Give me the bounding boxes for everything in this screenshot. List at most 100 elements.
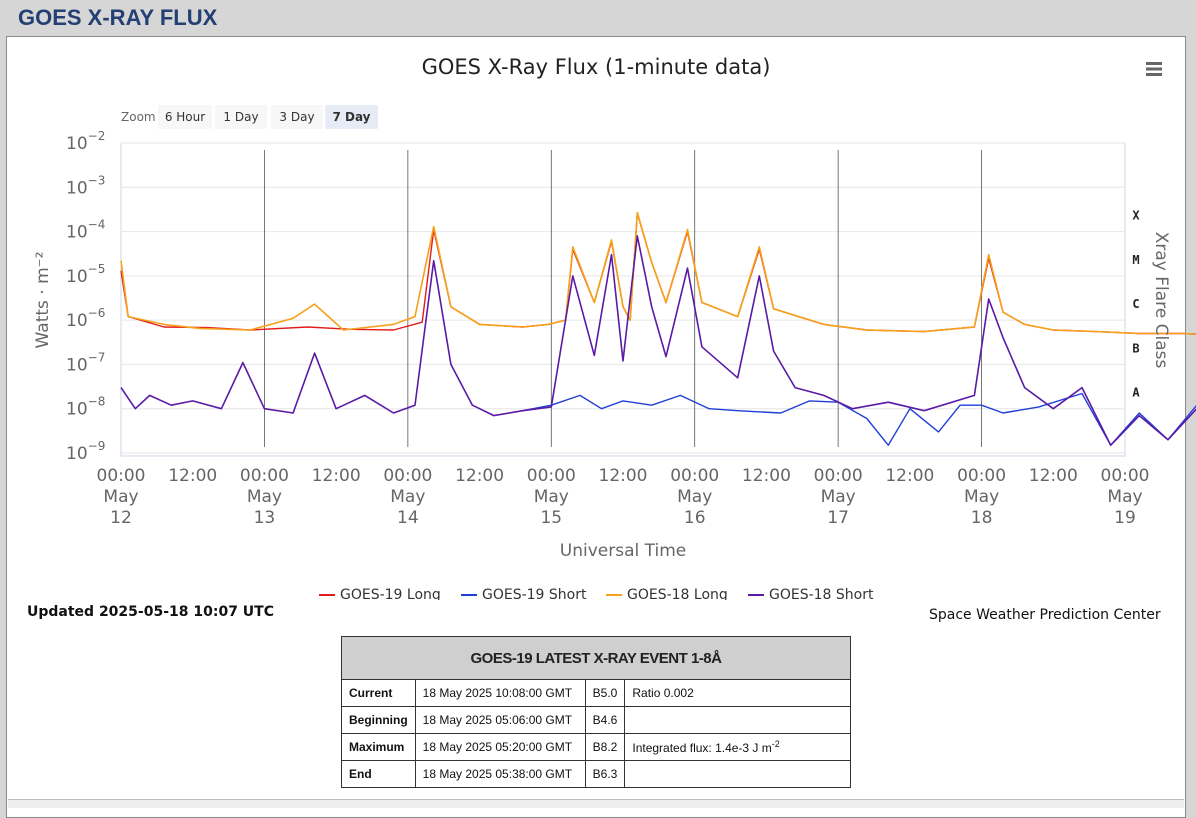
x-tick-day: 16: [684, 508, 706, 528]
x-tick-time: 00:00: [1101, 466, 1150, 486]
x-tick-time: 00:00: [670, 466, 719, 486]
zoom-button-7-day[interactable]: 7 Day: [325, 105, 378, 129]
y-tick-label: 10−5: [66, 262, 105, 287]
event-row-label: Beginning: [341, 706, 416, 734]
legend-label: GOES-18 Long: [627, 587, 728, 600]
menu-icon[interactable]: [1146, 62, 1162, 76]
legend-item-goes-19-long[interactable]: GOES-19 Long: [319, 587, 441, 600]
xray-flux-chart: GOES X-Ray Flux (1-minute data) Zoom 6 H…: [33, 55, 1196, 600]
x-tick-time: 00:00: [97, 466, 146, 486]
event-row-time: 18 May 2025 05:20:00 GMT: [414, 733, 586, 761]
series-group: [120, 211, 1196, 446]
flare-class-m: M: [1132, 253, 1139, 267]
x-tick-time: 12:00: [742, 466, 791, 486]
y-tick-label: 10−7: [66, 350, 105, 375]
legend-item-goes-19-short[interactable]: GOES-19 Short: [461, 587, 587, 600]
event-row-maximum: Maximum 18 May 2025 05:20:00 GMT B8.2 Integ…: [341, 733, 851, 761]
zoom-button-1-day[interactable]: 1 Day: [215, 105, 267, 129]
flare-class-x: X: [1132, 209, 1140, 223]
event-row-note: [624, 760, 851, 788]
y2-axis-title: Xray Flare Class: [1151, 232, 1171, 369]
event-row-note: [624, 706, 851, 734]
event-row-note: Ratio 0.002: [624, 679, 851, 707]
x-tick: 12:00: [168, 466, 217, 486]
x-tick: 12:00: [1029, 466, 1078, 486]
x-tick-day: 18: [971, 508, 993, 528]
credits-link[interactable]: Space Weather Prediction Center: [929, 607, 1161, 623]
y-axis-title: Watts · m⁻²: [33, 252, 53, 349]
legend-label: GOES-19 Long: [340, 587, 441, 600]
day-separators: [264, 150, 982, 447]
x-tick-day: 12: [110, 508, 132, 528]
legend-label: GOES-18 Short: [769, 587, 874, 600]
x-tick-time: 12:00: [455, 466, 504, 486]
y-tick-label: 10−3: [66, 173, 105, 198]
event-row-time: 18 May 2025 05:38:00 GMT: [414, 760, 586, 788]
x-tick-month: May: [534, 487, 569, 507]
x-tick-time: 00:00: [957, 466, 1006, 486]
event-row-class: B5.0: [584, 679, 626, 707]
x-tick-time: 00:00: [527, 466, 576, 486]
x-tick-time: 12:00: [312, 466, 361, 486]
series-goes-18-short: [120, 235, 1196, 446]
x-tick: 12:00: [885, 466, 934, 486]
x-tick-month: May: [1107, 487, 1142, 507]
event-row-end: End 18 May 2025 05:38:00 GMT B6.3: [341, 760, 851, 788]
event-row-label: End: [341, 760, 416, 788]
series-goes-19-long: [120, 212, 1196, 335]
flare-class-a: A: [1132, 386, 1140, 400]
series-goes-19-short: [522, 392, 1196, 446]
event-row-note: Integrated flux: 1.4e-3 J m-2: [624, 733, 851, 761]
gridlines: [121, 142, 1125, 454]
x-tick-day: 14: [397, 508, 419, 528]
event-table-title: GOES-19 LATEST X-RAY EVENT 1-8Å: [341, 636, 851, 680]
x-tick-month: May: [103, 487, 138, 507]
flare-class-c: C: [1132, 297, 1139, 311]
legend-item-goes-18-long[interactable]: GOES-18 Long: [606, 587, 728, 600]
event-row-time: 18 May 2025 10:08:00 GMT: [414, 679, 586, 707]
x-tick-time: 12:00: [599, 466, 648, 486]
x-tick: 12:00: [455, 466, 504, 486]
event-row-class: B8.2: [584, 733, 626, 761]
zoom-button-label: 1 Day: [223, 110, 258, 124]
page-title: GOES X-RAY FLUX: [18, 5, 218, 30]
x-tick: 12:00: [312, 466, 361, 486]
event-row-time: 18 May 2025 05:06:00 GMT: [414, 706, 586, 734]
x-tick-day: 15: [540, 508, 562, 528]
page-header: GOES X-RAY FLUX: [0, 0, 1196, 36]
x-tick-time: 00:00: [240, 466, 289, 486]
event-row-label: Current: [341, 679, 416, 707]
x-tick-time: 12:00: [168, 466, 217, 486]
x-axis-title: Universal Time: [560, 541, 686, 561]
zoom-controls: Zoom 6 Hour 1 Day 3 Day 7 Day: [121, 105, 378, 129]
zoom-button-3-day[interactable]: 3 Day: [271, 105, 323, 129]
chart-title: GOES X-Ray Flux (1-minute data): [422, 55, 771, 79]
y-tick-label: 10−2: [66, 129, 105, 154]
x-tick-month: May: [677, 487, 712, 507]
x-tick-month: May: [964, 487, 999, 507]
x-tick-day: 17: [827, 508, 849, 528]
zoom-button-label: 3 Day: [279, 110, 314, 124]
bottom-panel-edge: [8, 799, 1184, 808]
event-row-label: Maximum: [341, 733, 416, 761]
latest-event-table: GOES-19 LATEST X-RAY EVENT 1-8Å Current 1…: [341, 636, 851, 788]
legend-item-goes-18-short[interactable]: GOES-18 Short: [748, 587, 874, 600]
y-axis-ticks: 10−9 10−8 10−7 10−6 10−5 10−4 10−3 10−2: [66, 129, 105, 464]
y-tick-label: 10−8: [66, 395, 105, 420]
zoom-button-label: 7 Day: [332, 110, 370, 124]
zoom-button-6-hour[interactable]: 6 Hour: [158, 105, 212, 129]
event-row-beginning: Beginning 18 May 2025 05:06:00 GMT B4.6: [341, 706, 851, 734]
event-row-class: B6.3: [584, 760, 626, 788]
x-tick-time: 12:00: [1029, 466, 1078, 486]
x-tick-day: 19: [1114, 508, 1136, 528]
x-tick-time: 00:00: [814, 466, 863, 486]
x-tick-day: 13: [254, 508, 276, 528]
zoom-label: Zoom: [121, 110, 156, 124]
